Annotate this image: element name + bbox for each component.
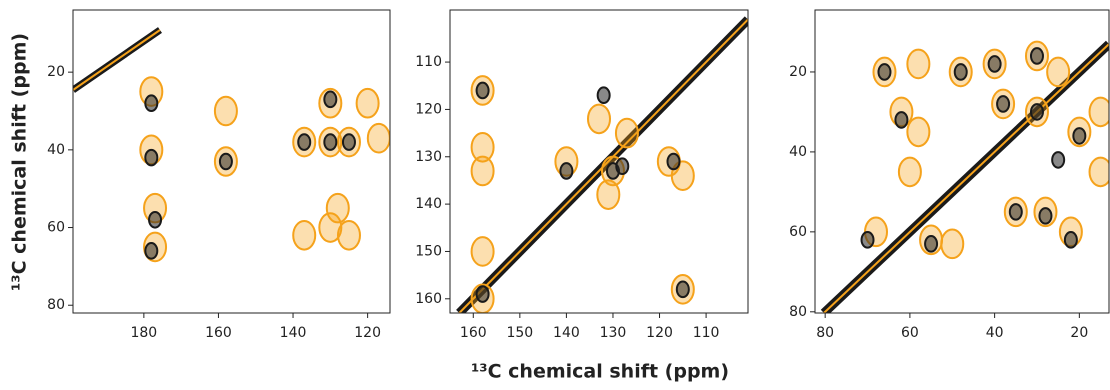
x-tick-label: 40 [986,325,1004,341]
diagonal-core [458,18,748,313]
x-tick-label: 180 [130,325,157,341]
y-tick-label: 40 [789,144,807,160]
x-axis-label: ¹³C chemical shift (ppm) [471,361,729,383]
peak-contour [675,280,690,299]
plot-area [820,40,1109,313]
peak-contour [1008,203,1023,221]
peak-contour [860,231,875,249]
peak-contour [218,152,233,171]
x-tick-label: 120 [646,325,673,341]
peak-contour [596,179,621,210]
y-tick-label: 120 [415,101,442,117]
y-axis-label: ¹³C chemical shift (ppm) [9,33,31,291]
y-tick-label: 160 [415,291,442,307]
plot-area [73,27,390,263]
y-tick-label: 40 [47,142,65,158]
y-tick-label: 20 [47,64,65,80]
peak-contour [1029,47,1044,65]
peak-contour [341,133,356,151]
y-tick-label: 60 [47,220,65,236]
peak-contour [1088,156,1109,188]
peak-contour [924,235,939,253]
peak-contour [877,63,892,81]
peak-contour [906,48,931,80]
peak-contour [470,155,495,187]
peak-contour [144,148,159,167]
x-tick-label: 140 [280,325,307,341]
peak-contour [1051,151,1066,169]
plot-frame [814,9,1110,314]
y-tick-label: 110 [415,54,442,70]
peak-contour [355,87,380,119]
y-tick-label: 80 [789,304,807,320]
peak-contour [996,95,1011,113]
y-tick-label: 140 [415,196,442,212]
y-tick-label: 150 [415,243,442,259]
x-tick-label: 60 [901,325,919,341]
peak-contour [894,111,909,129]
y-tick-label: 130 [415,149,442,165]
peak-contour [559,162,574,180]
peak-contour [213,95,238,127]
peak-contour [366,122,390,154]
peak-contour [940,228,965,260]
diagonal-core [823,43,1109,313]
peak-contour [470,236,495,267]
plot-frame [449,9,749,314]
peak-contour [144,242,159,260]
peak-contour [325,192,350,224]
peak-contour [1088,96,1109,128]
x-tick-label: 140 [553,325,580,341]
peak-contour [897,156,922,188]
peak-contour [615,157,630,176]
peak-contour [144,94,159,113]
x-tick-label: 20 [1070,325,1088,341]
peak-contour [475,285,490,303]
x-tick-label: 130 [600,325,627,341]
plot-frame [72,9,391,314]
peak-contour [1038,207,1053,225]
peak-contour [1029,103,1044,121]
peak-contour [953,63,968,81]
diagonal-core [73,29,161,91]
y-tick-label: 60 [789,224,807,240]
peak-contour [614,117,639,149]
peak-contour [148,210,163,229]
peak-contour [297,133,312,151]
peak-contour [470,131,495,163]
y-tick-label: 80 [47,297,65,313]
peak-contour [1046,56,1071,88]
peak-contour [323,133,338,151]
x-tick-label: 150 [506,325,533,341]
peak-contour [1063,231,1078,249]
peak-contour [906,116,931,148]
plot-area [456,16,748,313]
peak-contour [666,152,681,171]
peak-contour [987,55,1002,73]
x-tick-label: 160 [205,325,232,341]
peak-contour [323,90,338,109]
peak-contour [318,212,343,243]
x-tick-label: 110 [693,325,720,341]
peak-contour [336,220,361,251]
peak-contour [596,86,611,105]
peak-contour [292,220,317,251]
peak-contour [1072,127,1087,145]
peak-contour [587,103,611,135]
y-tick-label: 20 [789,64,807,80]
x-tick-label: 120 [354,325,381,341]
x-tick-label: 80 [816,325,834,341]
x-tick-label: 160 [460,325,487,341]
peak-contour [475,81,490,100]
